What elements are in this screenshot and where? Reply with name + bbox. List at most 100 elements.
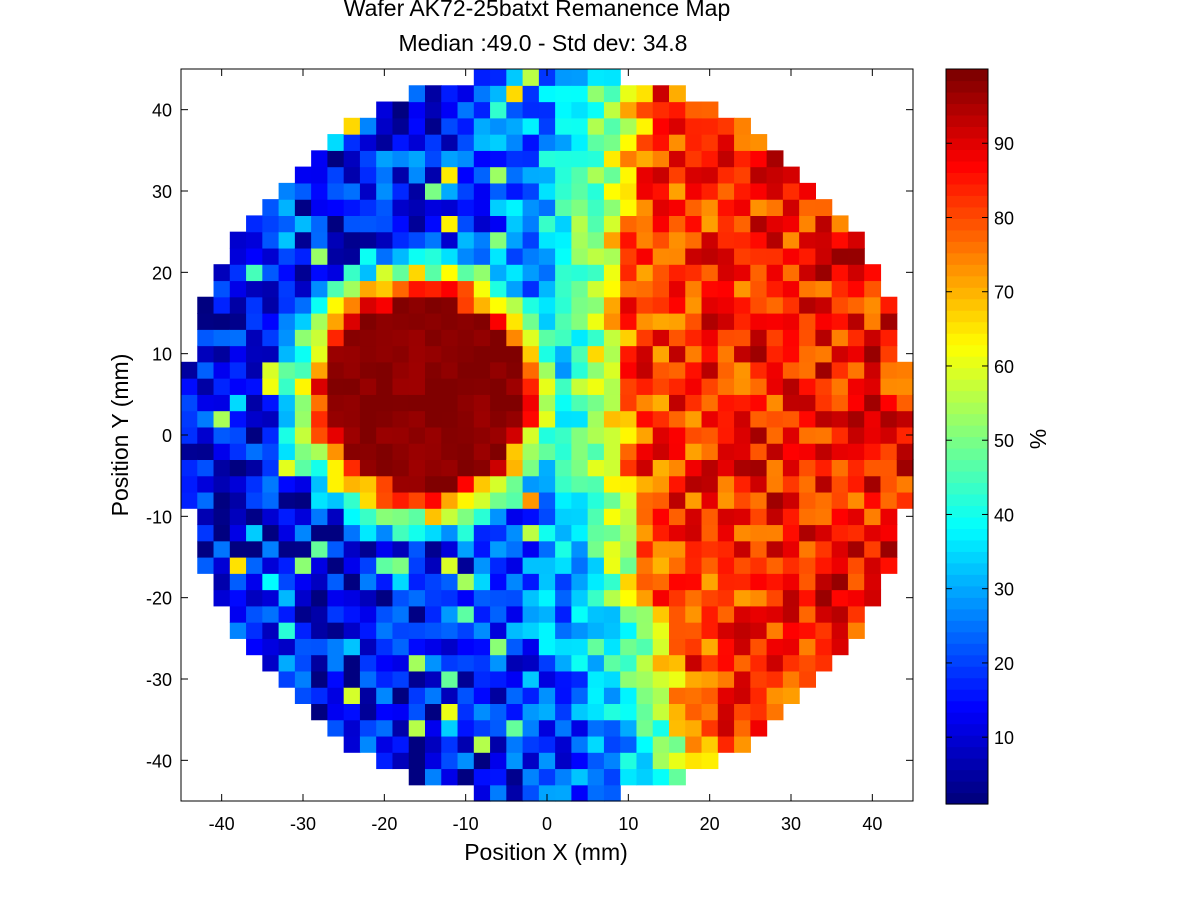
heatmap-cell [717, 296, 735, 314]
heatmap-cell [620, 687, 638, 704]
heatmap-cell [766, 573, 784, 591]
heatmap-cell [685, 752, 703, 770]
heatmap-cell [441, 491, 459, 509]
heatmap-cell [408, 687, 426, 704]
heatmap-cell [717, 475, 735, 493]
heatmap-cell [522, 459, 540, 477]
heatmap-cell [441, 459, 459, 477]
colorbar-segment [946, 597, 988, 610]
heatmap-cell [620, 85, 638, 103]
heatmap-cell [636, 117, 654, 135]
heatmap-cell [538, 313, 556, 330]
heatmap-cell [473, 784, 491, 802]
heatmap-cell [246, 459, 263, 477]
heatmap-cell [717, 394, 735, 412]
heatmap-cell [376, 687, 394, 704]
heatmap-cell [425, 735, 442, 753]
heatmap-cell [522, 573, 540, 591]
heatmap-cell [587, 768, 605, 786]
heatmap-cell [473, 134, 491, 151]
heatmap-cell [555, 247, 572, 265]
heatmap-cell [359, 703, 377, 721]
heatmap-cell [278, 540, 296, 558]
heatmap-cell [799, 345, 816, 363]
heatmap-cell [669, 508, 686, 526]
heatmap-cell [376, 150, 394, 168]
heatmap-cell [457, 182, 475, 200]
heatmap-cell [685, 443, 703, 460]
heatmap-cell [847, 573, 865, 591]
heatmap-cell [343, 622, 361, 639]
heatmap-cell [620, 752, 638, 770]
heatmap-cell [343, 313, 361, 330]
heatmap-cell [506, 670, 524, 688]
heatmap-cell [587, 654, 605, 672]
colorbar-tick-label: 40 [994, 505, 1014, 525]
heatmap-cell [864, 540, 882, 558]
heatmap-cell [294, 296, 312, 314]
heatmap-cell [669, 378, 686, 395]
heatmap-cell [555, 605, 572, 623]
heatmap-cell [587, 589, 605, 607]
heatmap-cell [669, 638, 686, 656]
heatmap-cell [717, 443, 735, 460]
heatmap-cell [246, 361, 263, 379]
heatmap-cell [294, 280, 312, 298]
heatmap-cell [538, 69, 556, 86]
heatmap-cell [701, 524, 719, 542]
heatmap-cell [457, 540, 475, 558]
heatmap-cell [262, 280, 280, 298]
heatmap-cell [376, 752, 394, 770]
heatmap-cell [799, 508, 816, 526]
heatmap-cell [392, 150, 410, 168]
colorbar-tick-label: 10 [994, 728, 1014, 748]
colorbar-segment [946, 539, 988, 552]
heatmap-cell [538, 215, 556, 233]
colorbar-segment [946, 252, 988, 265]
heatmap-cell [506, 459, 524, 477]
heatmap-cell [555, 69, 572, 86]
heatmap-cell [359, 296, 377, 314]
heatmap-cell [473, 361, 491, 379]
heatmap-cell [734, 280, 751, 298]
heatmap-cell [603, 654, 621, 672]
heatmap-cell [538, 622, 556, 639]
heatmap-cell [181, 378, 198, 395]
heatmap-cell [652, 573, 670, 591]
heatmap-cell [734, 410, 751, 428]
heatmap-cell [766, 231, 784, 249]
heatmap-cell [359, 313, 377, 330]
heatmap-cell [587, 280, 605, 298]
heatmap-cell [441, 378, 459, 395]
heatmap-cell [701, 735, 719, 753]
x-tick-label: -10 [453, 814, 479, 834]
heatmap-cell [864, 361, 882, 379]
heatmap-cell [766, 199, 784, 216]
heatmap-cell [864, 573, 882, 591]
heatmap-cell [213, 361, 231, 379]
heatmap-cell [701, 622, 719, 639]
heatmap-cell [311, 589, 328, 607]
heatmap-cell [652, 166, 670, 184]
heatmap-cell [620, 150, 638, 168]
heatmap-cell [490, 605, 507, 623]
heatmap-cell [685, 459, 703, 477]
colorbar-segment [946, 310, 988, 323]
heatmap-cell [506, 589, 524, 607]
heatmap-cell [571, 459, 589, 477]
heatmap-cell [652, 524, 670, 542]
heatmap-cell [441, 443, 459, 460]
heatmap-cell [327, 524, 345, 542]
x-axis: -40 -30 -20 -10 0 10 20 30 40 [209, 69, 882, 834]
heatmap-cell [571, 752, 589, 770]
heatmap-cell [669, 182, 686, 200]
heatmap-cell [425, 280, 442, 298]
heatmap-cell [408, 150, 426, 168]
heatmap-cell [522, 719, 540, 737]
heatmap-cell [652, 719, 670, 737]
heatmap-cell [229, 622, 247, 639]
heatmap-cell [620, 215, 638, 233]
heatmap-cell [652, 638, 670, 656]
heatmap-cell [457, 557, 475, 574]
heatmap-cell [343, 150, 361, 168]
